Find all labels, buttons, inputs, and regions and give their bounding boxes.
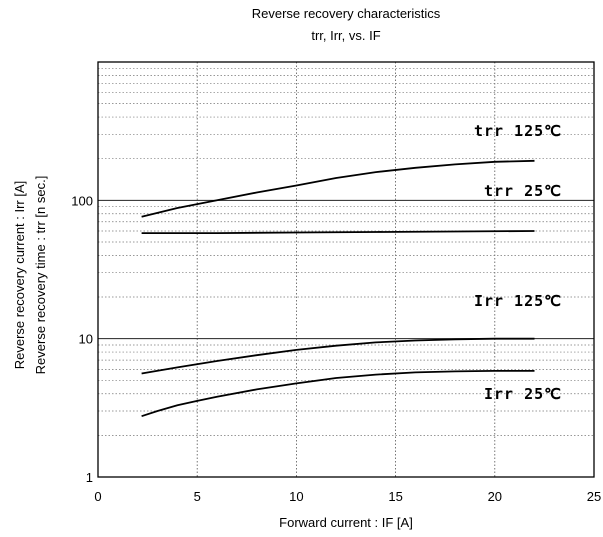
x-tick-label: 15 bbox=[388, 489, 402, 504]
x-tick-label: 5 bbox=[194, 489, 201, 504]
x-tick-label: 0 bbox=[94, 489, 101, 504]
chart-title: Reverse recovery characteristics bbox=[252, 6, 441, 21]
series-label: Irr 125℃ bbox=[474, 292, 562, 310]
y-tick-labels: 1 10 100 bbox=[71, 193, 93, 485]
x-tick-label: 20 bbox=[488, 489, 502, 504]
series-label: trr 125℃ bbox=[474, 122, 562, 140]
y-axis-label-current: Reverse recovery current : Irr [A] bbox=[12, 181, 27, 370]
series-line bbox=[141, 230, 535, 235]
series-line bbox=[141, 337, 535, 375]
y-axis-label-time: Reverse recovery time : trr [n sec.] bbox=[33, 176, 48, 375]
series-line bbox=[141, 369, 535, 418]
series-label: trr 25℃ bbox=[484, 182, 562, 200]
y-tick-label: 100 bbox=[71, 193, 93, 208]
series-group bbox=[141, 159, 535, 418]
series-line bbox=[141, 159, 535, 218]
series-label: Irr 25℃ bbox=[484, 385, 562, 403]
x-tick-label: 10 bbox=[289, 489, 303, 504]
series-labels: trr 125℃ trr 25℃ Irr 125℃ Irr 25℃ bbox=[474, 122, 562, 403]
plot-frame bbox=[97, 61, 595, 478]
chart-subtitle: trr, Irr, vs. IF bbox=[311, 28, 380, 43]
y-tick-label: 10 bbox=[79, 332, 93, 347]
y-tick-label: 1 bbox=[86, 470, 93, 485]
x-tick-labels: 0 5 10 15 20 25 bbox=[94, 489, 601, 504]
x-tick-label: 25 bbox=[587, 489, 601, 504]
x-axis-label: Forward current : IF [A] bbox=[279, 515, 413, 530]
